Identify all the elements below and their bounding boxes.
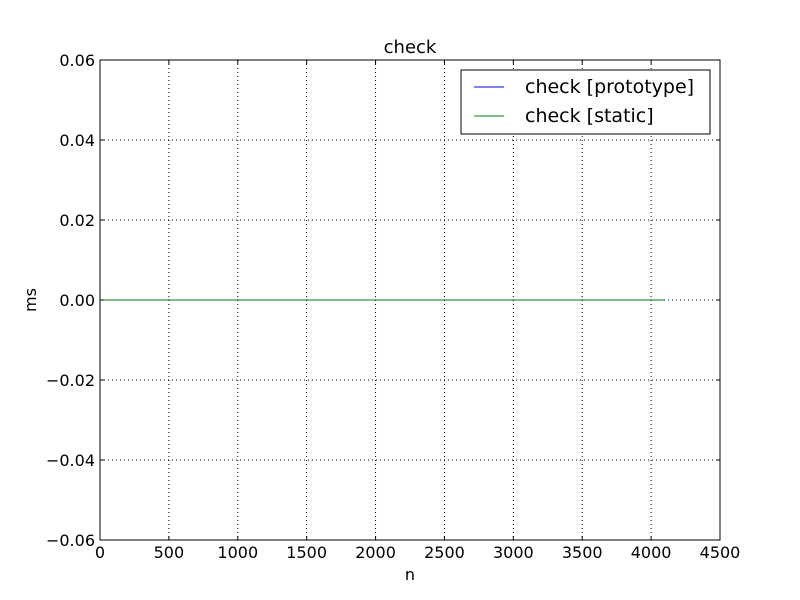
x-tick-label: 500 bbox=[154, 543, 185, 562]
x-tick-label: 2000 bbox=[355, 543, 396, 562]
x-tick-label: 1000 bbox=[217, 543, 258, 562]
y-tick-label: 0.00 bbox=[59, 291, 95, 310]
y-tick-label: −0.02 bbox=[46, 371, 95, 390]
x-tick-label: 1500 bbox=[286, 543, 327, 562]
x-tick-label: 4000 bbox=[631, 543, 672, 562]
x-tick-label: 3000 bbox=[493, 543, 534, 562]
y-tick-label: −0.04 bbox=[46, 451, 95, 470]
y-axis-label: ms bbox=[21, 288, 40, 312]
y-tick-label: 0.02 bbox=[59, 211, 95, 230]
x-tick-label: 0 bbox=[95, 543, 105, 562]
legend-label-0: check [prototype] bbox=[525, 76, 694, 98]
x-tick-label: 3500 bbox=[562, 543, 603, 562]
legend-label-1: check [static] bbox=[525, 105, 654, 127]
axis-ticks: 0 500 1000 1500 2000 2500 3000 3500 4000 4500 −0.0… bbox=[46, 51, 740, 562]
x-tick-label: 4500 bbox=[700, 543, 741, 562]
chart-title: check bbox=[384, 37, 437, 58]
legend: check [prototype] check [static] bbox=[460, 69, 711, 135]
x-axis-label: n bbox=[405, 565, 415, 584]
x-tick-label: 2500 bbox=[424, 543, 465, 562]
y-tick-label: 0.06 bbox=[59, 51, 95, 70]
y-tick-label: 0.04 bbox=[59, 131, 95, 150]
y-tick-label: −0.06 bbox=[46, 531, 95, 550]
legend-box bbox=[460, 69, 711, 135]
